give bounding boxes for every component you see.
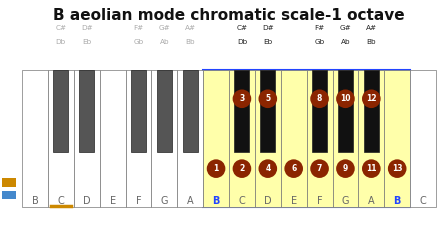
Text: C#: C#: [55, 25, 66, 31]
Bar: [384, 70, 410, 207]
Text: Bb: Bb: [367, 39, 376, 45]
Circle shape: [233, 90, 251, 108]
Text: Gb: Gb: [133, 39, 143, 45]
Text: F: F: [317, 196, 323, 206]
Text: 4: 4: [265, 164, 271, 173]
Bar: [338, 70, 353, 152]
Text: B aeolian mode chromatic scale-1 octave: B aeolian mode chromatic scale-1 octave: [53, 7, 405, 22]
Text: Ab: Ab: [341, 39, 350, 45]
Bar: [307, 70, 333, 207]
Text: 5: 5: [265, 94, 270, 103]
Bar: [203, 70, 229, 207]
Bar: [79, 70, 94, 152]
Text: C: C: [238, 196, 246, 206]
Bar: [125, 70, 151, 207]
Bar: [255, 70, 281, 207]
Text: F#: F#: [133, 25, 143, 31]
Text: 13: 13: [392, 164, 403, 173]
Text: 2: 2: [239, 164, 245, 173]
Text: G: G: [161, 196, 168, 206]
Bar: [410, 70, 436, 207]
Text: D#: D#: [262, 25, 274, 31]
Circle shape: [362, 90, 381, 108]
Bar: [151, 70, 177, 207]
Text: G#: G#: [158, 25, 170, 31]
Text: A#: A#: [185, 25, 196, 31]
Text: F: F: [136, 196, 141, 206]
Text: 8: 8: [317, 94, 322, 103]
Text: B: B: [393, 196, 401, 206]
Text: E: E: [291, 196, 297, 206]
Circle shape: [388, 159, 407, 178]
Circle shape: [233, 159, 251, 178]
Bar: [48, 70, 74, 207]
Text: C#: C#: [236, 25, 248, 31]
Circle shape: [284, 159, 303, 178]
Text: G: G: [342, 196, 349, 206]
Text: 3: 3: [239, 94, 245, 103]
Circle shape: [336, 90, 355, 108]
Bar: [74, 70, 99, 207]
Text: A#: A#: [366, 25, 377, 31]
Bar: [281, 70, 307, 207]
Text: A: A: [368, 196, 374, 206]
Circle shape: [258, 159, 277, 178]
Text: F#: F#: [315, 25, 325, 31]
Text: C: C: [420, 196, 426, 206]
Circle shape: [310, 90, 329, 108]
Text: D: D: [83, 196, 91, 206]
Bar: [131, 70, 146, 152]
Bar: [364, 70, 379, 152]
Text: B: B: [32, 196, 38, 206]
Text: C: C: [58, 196, 64, 206]
Text: 12: 12: [366, 94, 377, 103]
Text: E: E: [110, 196, 116, 206]
Text: 1: 1: [213, 164, 219, 173]
Text: Bb: Bb: [185, 39, 195, 45]
Text: A: A: [187, 196, 194, 206]
Circle shape: [258, 90, 277, 108]
Text: Eb: Eb: [82, 39, 92, 45]
Circle shape: [336, 159, 355, 178]
Text: D#: D#: [81, 25, 92, 31]
Text: G#: G#: [340, 25, 351, 31]
Bar: [53, 70, 68, 152]
Bar: [2, 178, 16, 187]
Bar: [235, 70, 249, 152]
Text: Gb: Gb: [315, 39, 325, 45]
Text: Db: Db: [237, 39, 247, 45]
Circle shape: [310, 159, 329, 178]
Bar: [333, 70, 358, 207]
Text: Db: Db: [56, 39, 66, 45]
Text: Ab: Ab: [160, 39, 169, 45]
Circle shape: [362, 159, 381, 178]
Bar: [358, 70, 384, 207]
Text: 7: 7: [317, 164, 322, 173]
Text: 11: 11: [366, 164, 377, 173]
Bar: [177, 70, 203, 207]
Bar: [2, 191, 16, 199]
Text: Eb: Eb: [263, 39, 272, 45]
Text: 9: 9: [343, 164, 348, 173]
Text: 10: 10: [340, 94, 351, 103]
Bar: [229, 70, 255, 207]
Bar: [203, 70, 410, 207]
Text: basicmusictheory.com: basicmusictheory.com: [7, 79, 11, 137]
Bar: [22, 70, 48, 207]
Text: B: B: [213, 196, 220, 206]
Bar: [183, 70, 198, 152]
Text: D: D: [264, 196, 271, 206]
Bar: [157, 70, 172, 152]
Bar: [260, 70, 275, 152]
Bar: [99, 70, 125, 207]
Circle shape: [207, 159, 225, 178]
Bar: [312, 70, 327, 152]
Text: 6: 6: [291, 164, 296, 173]
